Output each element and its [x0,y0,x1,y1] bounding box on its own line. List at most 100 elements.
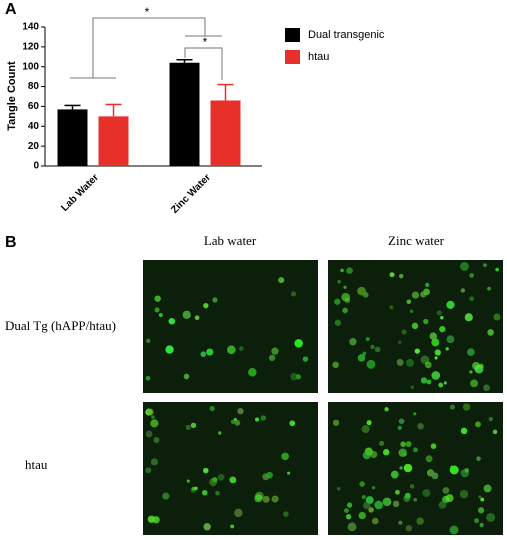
y-tick-label: 140 [22,22,39,33]
y-tick-label: 40 [28,121,40,132]
cell [359,481,365,487]
cell [154,307,160,313]
y-tick-label: 60 [28,101,40,112]
panel-label: A [5,1,17,18]
cell [234,508,243,518]
cell [406,299,412,305]
cell [396,358,404,366]
cell [374,500,384,510]
cell [464,467,470,473]
cell [194,486,198,491]
cell [492,429,498,435]
cell [200,351,207,357]
cell [186,479,190,483]
cell [487,329,494,336]
cell [343,285,347,289]
cell [431,472,439,480]
cell [446,335,455,344]
cell [146,338,151,344]
cell [449,465,459,475]
cell [438,382,444,388]
cell [362,451,371,460]
cell [413,497,418,502]
cell [237,407,244,415]
cell [488,416,494,422]
panel-label: B [5,234,17,251]
cell [289,420,296,427]
cell [416,517,424,525]
cell [422,489,431,498]
cell [400,441,406,448]
cell [439,325,446,333]
x-tick-label: Lab Water [59,172,101,214]
cell [287,471,291,475]
cell [423,288,430,296]
cell [449,525,459,535]
cell [262,495,270,503]
cell [384,407,389,412]
cell [361,495,366,499]
cell [362,351,367,356]
cell [345,514,352,520]
y-tick-label: 0 [33,161,39,172]
cell [459,489,469,499]
cell [399,466,403,470]
cell [212,297,218,303]
cell [414,348,420,354]
cell [194,315,200,321]
cell [229,476,237,484]
cell [290,372,298,381]
cell [445,494,454,503]
cell [423,318,429,325]
row-label: Dual Tg (hAPP/htau) [5,318,116,333]
cell [382,497,392,507]
micrographs [143,260,503,535]
cell [483,384,490,392]
cell [154,295,161,302]
cell [469,296,475,302]
cell [397,425,402,430]
cell [466,348,475,356]
cell [371,517,379,525]
cell [334,319,342,326]
cell [401,329,407,335]
cell [271,347,279,355]
cell [478,363,484,369]
bar [169,62,200,166]
bracket [70,17,206,79]
cell [476,456,481,461]
cell [472,361,480,370]
cell [493,313,501,321]
cell [438,501,447,509]
cell [203,522,211,531]
y-tick-label: 80 [28,81,40,92]
cell [371,485,376,490]
cell [430,443,437,449]
cell [340,268,344,273]
cell [413,412,417,416]
cell [411,322,419,330]
cell [370,450,378,459]
cell [480,497,485,502]
cell [389,272,395,278]
cell [483,263,487,268]
cell [442,487,450,494]
cell [344,508,349,514]
cell [405,441,412,448]
cell [366,420,372,426]
cell [145,375,151,381]
cell [479,522,484,528]
cell [398,418,405,425]
cell [153,437,160,444]
cell [151,415,155,419]
cell [411,291,420,299]
cell [398,520,403,525]
row-label: htau [25,457,48,472]
cell [486,513,496,522]
cell [449,404,455,410]
cell [233,417,238,421]
cell [206,348,214,356]
cell [370,344,375,350]
cell [346,267,353,274]
cell [217,473,225,481]
